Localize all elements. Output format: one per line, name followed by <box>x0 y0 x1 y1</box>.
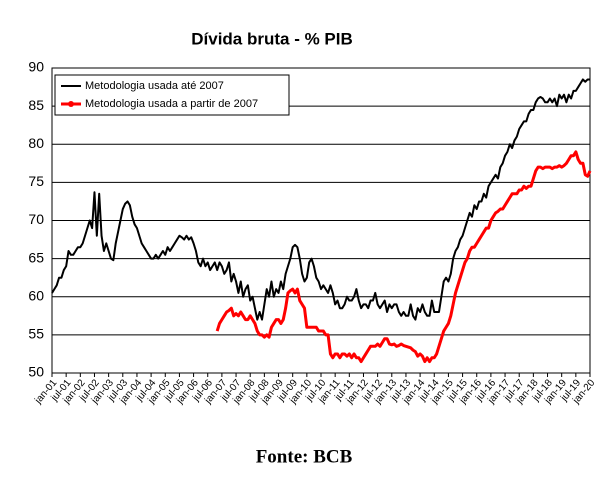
y-tick-label: 85 <box>28 97 44 113</box>
y-tick-label: 65 <box>28 249 44 265</box>
y-tick-label: 50 <box>28 364 44 380</box>
chart-title: Dívida bruta - % PIB <box>191 29 353 48</box>
y-tick-label: 70 <box>28 211 44 227</box>
legend-label: Metodologia usada até 2007 <box>85 80 224 92</box>
source: Fonte: BCB <box>256 446 353 467</box>
series-line <box>215 150 592 364</box>
y-tick-label: 80 <box>28 135 44 151</box>
legend-marker <box>68 101 74 107</box>
y-tick-label: 75 <box>28 173 44 189</box>
y-tick-label: 60 <box>28 287 44 303</box>
y-tick-label: 55 <box>28 326 44 342</box>
legend-box <box>54 74 290 116</box>
legend-label: Metodologia usada a partir de 2007 <box>85 98 258 110</box>
y-tick-label: 90 <box>28 59 44 75</box>
series-line <box>51 78 590 321</box>
